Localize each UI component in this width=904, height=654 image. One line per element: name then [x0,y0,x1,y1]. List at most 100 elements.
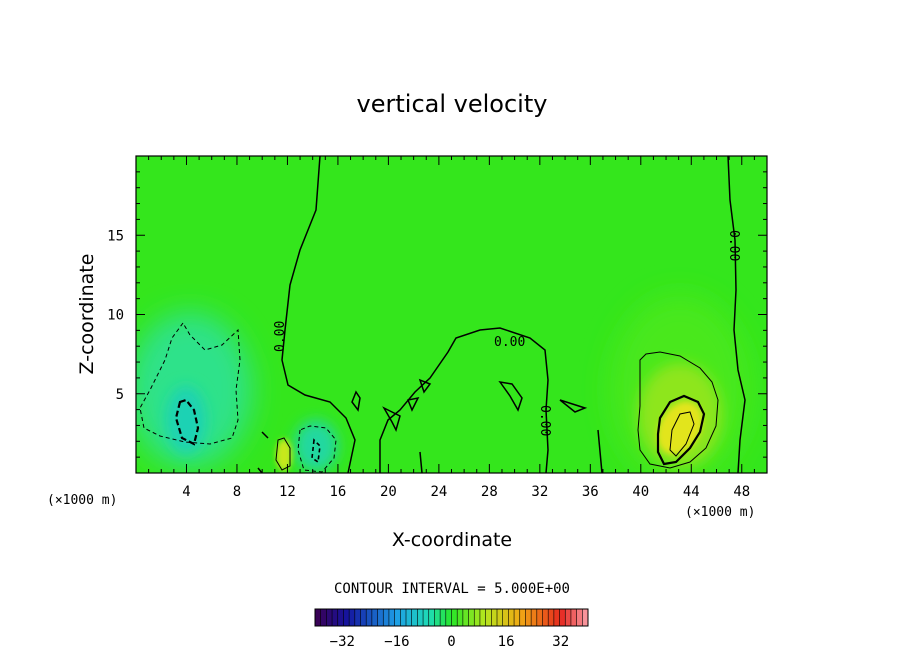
positive-contour-10-right [656,394,706,466]
colorbar-cell [542,609,549,626]
colorbar-cell [570,609,578,626]
colorbar-cell [394,609,401,626]
colorbar-cell [502,609,509,626]
colorbar-cell [536,609,543,626]
downdraft-core-left [166,386,206,454]
colorbar-cell [377,609,384,626]
colorbar-cell [354,609,361,626]
colorbar-cell [565,609,572,626]
colorbar-cell [332,609,339,626]
colorbar-tick-label: −32 [330,634,355,650]
x-tick-label: 4 [182,484,190,500]
colorbar-cell [491,609,498,626]
positive-contour-5-right [637,351,719,469]
x-tick-label: 16 [329,484,346,500]
colorbar-cell [576,609,583,626]
colorbar-cell [411,609,418,626]
colorbar-cell [360,609,367,626]
x-tick-label: 20 [380,484,397,500]
colorbar-tick-labels: −32 −16 0 16 32 [330,634,569,650]
x-tick-label: 48 [733,484,750,500]
colorbar-cell [553,609,560,626]
zero-contour-left [281,156,356,473]
updraft-shading-small [276,439,292,471]
broken-zero-segments [257,378,603,473]
colorbar-cell [559,609,566,626]
downdraft-shading-mid [294,420,338,472]
colorbar-cell [315,609,322,626]
colorbar-cell [326,609,333,626]
colorbar-cell [514,609,521,626]
x-tick-label: 36 [582,484,599,500]
x-tick-label: 28 [481,484,498,500]
x-tick-label: 40 [632,484,649,500]
negative-contour-5-mid [297,425,337,473]
colorbar-cell [343,609,350,626]
contour-labels: 0.00 0.00 0.00 0.00 [273,230,741,436]
colorbar-cell [423,609,430,626]
colorbar-cell [462,609,469,626]
contour-interval-note: CONTOUR INTERVAL = 5.000E+00 [334,581,570,597]
colorbar-cell [485,609,492,626]
colorbar-cell [440,609,447,626]
x-tick-label: 8 [233,484,241,500]
colorbar-cell [445,609,452,626]
x-unit-label: (×1000 m) [685,505,755,520]
colorbar-cell [383,609,390,626]
colorbar-cell [474,609,481,626]
negative-contour-10-left [174,398,200,446]
colorbar-tick-label: 16 [498,634,515,650]
colorbar-cell [479,609,487,626]
x-tick-label: 24 [430,484,447,500]
y-tick-label: 5 [116,387,124,403]
y-axis-title: Z-coordinate [76,254,98,375]
y-unit-label: (×1000 m) [47,493,117,508]
colorbar-cell [428,609,435,626]
positive-contour-5-small [275,437,291,471]
x-tick-label: 44 [683,484,700,500]
colorbar-cell [406,609,413,626]
colorbar-tick-label: 0 [447,634,455,650]
x-tick-label: 32 [531,484,548,500]
contour-label-left: 0.00 [273,321,288,352]
negative-contour-10-mid [311,438,321,464]
colorbar-tick-label: −16 [384,634,409,650]
axis-ticks [136,156,767,473]
zero-contour-right [727,156,746,473]
x-tick-labels: 4 8 12 16 20 24 28 32 36 40 44 48 [182,484,750,500]
zero-contour-middle [379,327,549,473]
colorbar-cell [320,609,327,626]
plot-area [136,156,767,473]
colorbar-cell [388,609,396,626]
colorbar-cell [468,609,475,626]
y-tick-label: 10 [107,308,124,324]
colorbar-cell [548,609,555,626]
colorbar [314,608,589,627]
colorbar-cell [519,609,526,626]
colorbar-cell [582,609,589,626]
contour-label-right: 0.00 [726,230,741,261]
colorbar-cell [457,609,464,626]
y-tick-labels: 5 10 15 [107,228,124,403]
colorbar-frame [314,608,589,627]
colorbar-tick-label: 32 [552,634,569,650]
x-axis-title: X-coordinate [392,529,512,551]
positive-contour-15-right [669,411,695,457]
colorbar-cell [371,609,378,626]
colorbar-cell [434,609,441,626]
colorbar-cell [349,609,356,626]
colorbar-cell [366,609,373,626]
colorbar-cell [451,609,458,626]
negative-contour-5-left [139,322,241,445]
x-tick-label: 12 [279,484,296,500]
colorbar-cell [400,609,407,626]
contour-label-middle-vertical: 0.00 [537,405,552,436]
contour-label-middle: 0.00 [494,335,525,350]
colorbar-cell [497,609,504,626]
colorbar-cell [531,609,538,626]
colorbar-cell [525,609,532,626]
contours [139,156,746,473]
colorbar-cell [337,609,344,626]
colorbar-cell [508,609,515,626]
